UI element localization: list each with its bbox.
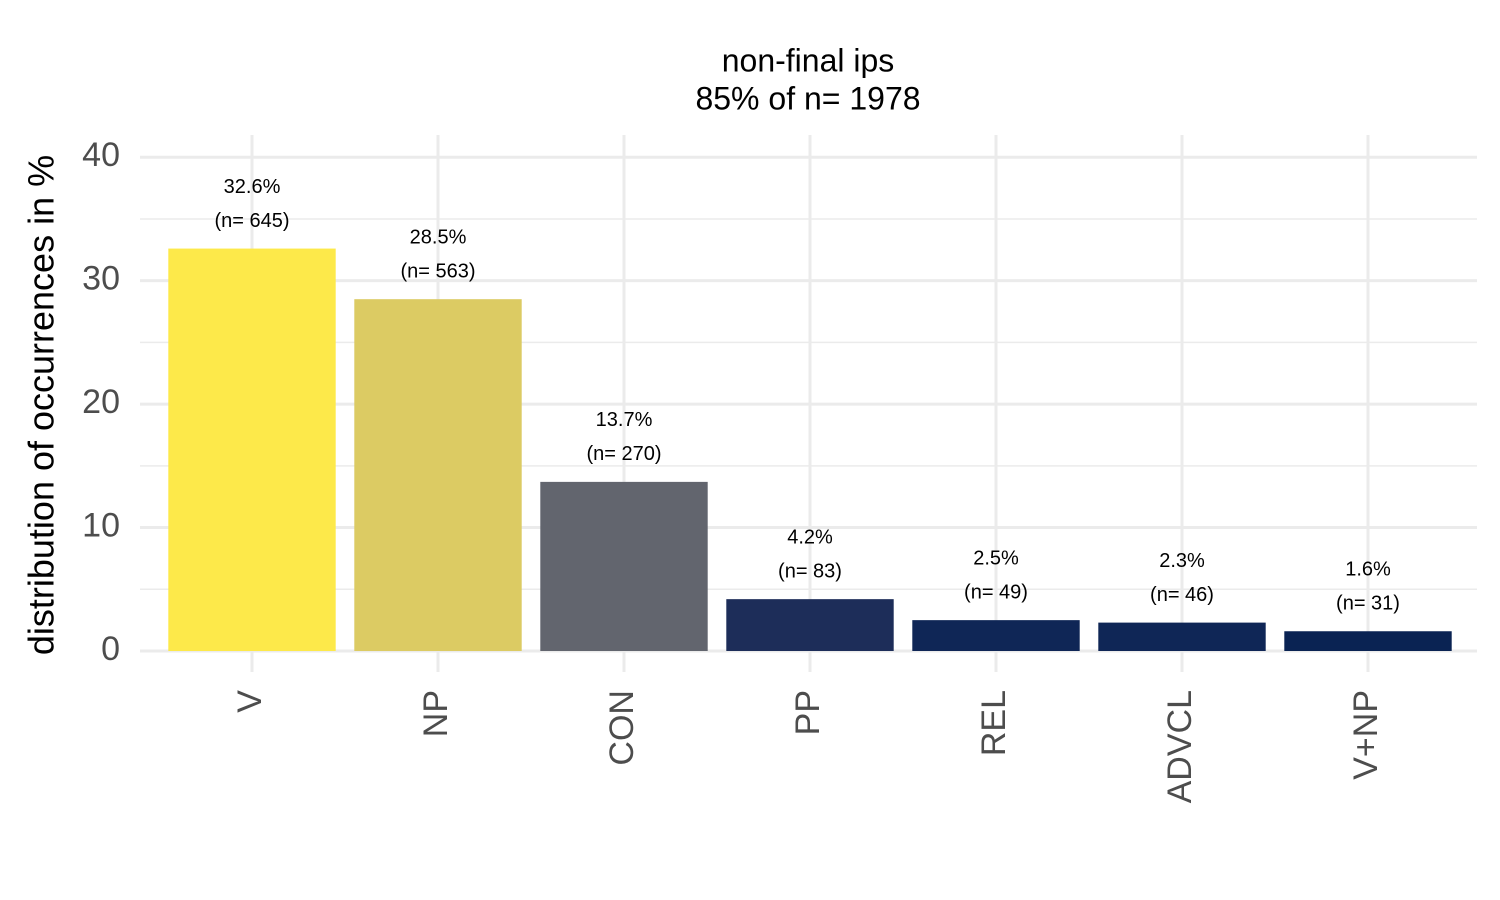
x-tick-label: REL xyxy=(975,690,1013,756)
y-axis-label: distribution of occurrences in % xyxy=(21,155,62,655)
bar xyxy=(1098,622,1266,651)
bar xyxy=(354,299,522,651)
value-label: 32.6% xyxy=(224,176,281,198)
value-label: 2.3% xyxy=(1159,550,1205,572)
x-tick-label: CON xyxy=(603,690,641,766)
x-tick-label: NP xyxy=(417,690,455,737)
count-label: (n= 83) xyxy=(778,560,842,582)
chart-subtitle: 85% of n= 1978 xyxy=(695,80,920,116)
y-tick-label: 20 xyxy=(82,383,120,421)
x-tick-label: V+NP xyxy=(1347,690,1385,780)
value-label: 28.5% xyxy=(410,226,467,248)
count-label: (n= 270) xyxy=(586,443,661,465)
bar xyxy=(1284,631,1452,651)
y-tick-label: 30 xyxy=(82,260,120,298)
x-tick-label: V xyxy=(231,690,269,713)
y-tick-label: 0 xyxy=(101,630,120,668)
count-label: (n= 31) xyxy=(1336,593,1400,615)
bar xyxy=(540,481,708,651)
value-label: 2.5% xyxy=(973,547,1019,569)
count-label: (n= 46) xyxy=(1150,584,1214,606)
x-tick-label: ADVCL xyxy=(1161,690,1199,803)
bar xyxy=(726,599,894,651)
bar xyxy=(912,620,1080,651)
bar xyxy=(168,248,336,651)
value-label: 13.7% xyxy=(596,409,653,431)
count-label: (n= 49) xyxy=(964,581,1028,603)
y-tick-label: 10 xyxy=(82,507,120,545)
chart-title: non-final ips xyxy=(722,42,895,78)
count-label: (n= 645) xyxy=(214,210,289,232)
y-tick-label: 40 xyxy=(82,136,120,174)
value-label: 4.2% xyxy=(787,526,833,548)
count-label: (n= 563) xyxy=(400,260,475,282)
value-label: 1.6% xyxy=(1345,559,1391,581)
x-tick-label: PP xyxy=(789,690,827,735)
